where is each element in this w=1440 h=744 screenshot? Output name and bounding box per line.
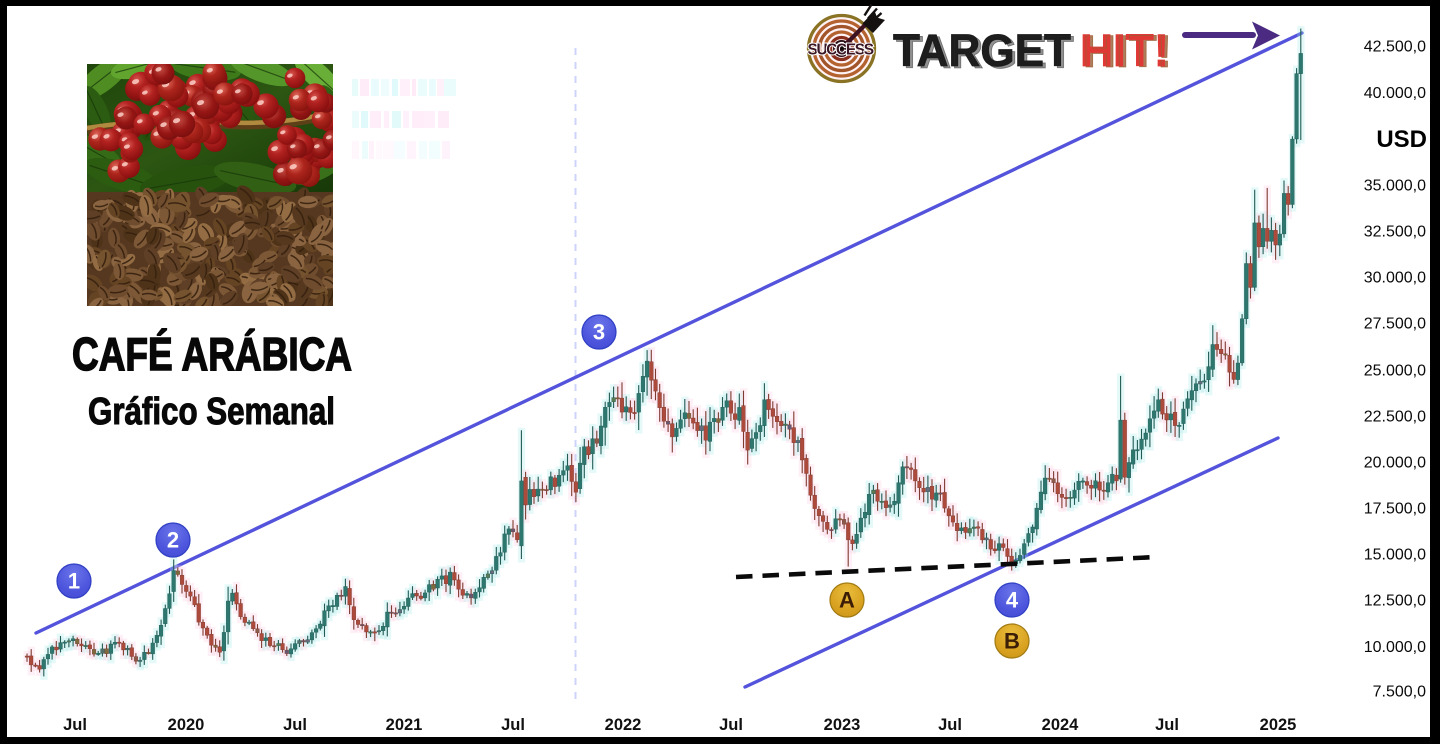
svg-text:22.500,0: 22.500,0 — [1364, 409, 1426, 426]
svg-text:2020: 2020 — [168, 716, 205, 734]
svg-text:B: B — [1004, 629, 1020, 654]
svg-text:2022: 2022 — [605, 716, 642, 734]
svg-text:Jul: Jul — [719, 716, 743, 734]
svg-text:3: 3 — [593, 320, 605, 345]
svg-text:Jul: Jul — [283, 716, 307, 734]
svg-text:35.000,0: 35.000,0 — [1364, 178, 1426, 195]
svg-text:Jul: Jul — [938, 716, 962, 734]
svg-text:2025: 2025 — [1260, 716, 1297, 734]
svg-text:4: 4 — [1006, 588, 1019, 613]
svg-text:12.500,0: 12.500,0 — [1364, 593, 1426, 610]
svg-text:Jul: Jul — [63, 716, 87, 734]
svg-text:2021: 2021 — [386, 716, 423, 734]
svg-text:10.000,0: 10.000,0 — [1364, 639, 1426, 656]
svg-text:2024: 2024 — [1042, 716, 1080, 734]
svg-text:CAFÉ ARÁBICA: CAFÉ ARÁBICA — [72, 328, 352, 380]
svg-text:27.500,0: 27.500,0 — [1364, 316, 1426, 333]
svg-text:Jul: Jul — [501, 716, 525, 734]
svg-text:20.000,0: 20.000,0 — [1364, 455, 1426, 472]
svg-text:A: A — [839, 588, 855, 613]
svg-text:2023: 2023 — [824, 716, 861, 734]
svg-text:7.500,0: 7.500,0 — [1373, 684, 1426, 701]
svg-text:25.000,0: 25.000,0 — [1364, 363, 1426, 380]
svg-text:32.500,0: 32.500,0 — [1364, 224, 1426, 241]
svg-text:1: 1 — [68, 569, 80, 594]
svg-text:SUCCESS: SUCCESS — [808, 42, 875, 59]
svg-text:2: 2 — [167, 528, 179, 553]
svg-text:USD: USD — [1376, 126, 1427, 153]
svg-text:30.000,0: 30.000,0 — [1364, 270, 1426, 287]
svg-text:15.000,0: 15.000,0 — [1364, 547, 1426, 564]
svg-text:Gráfico Semanal: Gráfico Semanal — [88, 391, 335, 433]
svg-text:17.500,0: 17.500,0 — [1364, 501, 1426, 518]
svg-text:42.500,0: 42.500,0 — [1364, 39, 1426, 56]
svg-text:Jul: Jul — [1155, 716, 1179, 734]
svg-text:40.000,0: 40.000,0 — [1364, 85, 1426, 102]
svg-text:HIT!: HIT! — [1080, 25, 1169, 76]
svg-text:TARGET: TARGET — [893, 25, 1071, 76]
